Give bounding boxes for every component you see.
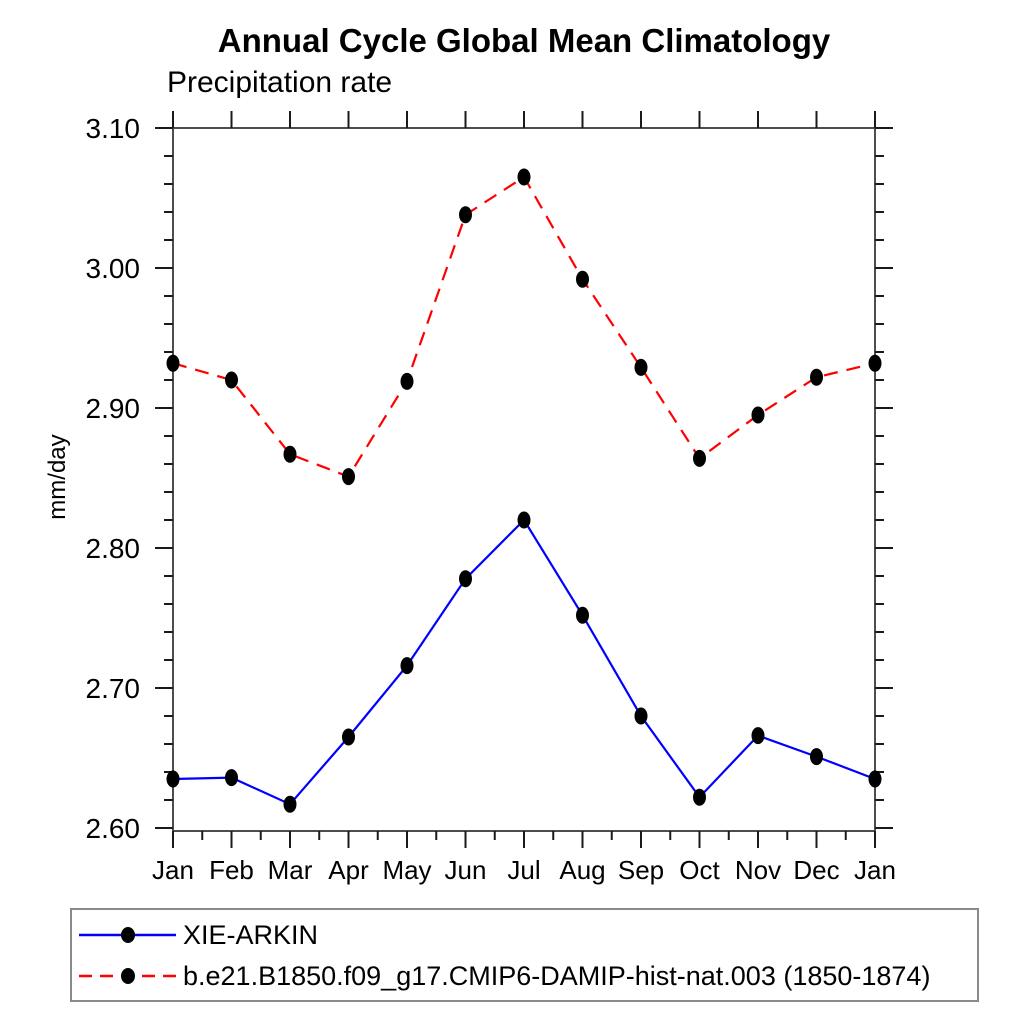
- chart-title: Annual Cycle Global Mean Climatology: [217, 22, 831, 59]
- x-tick-label: Mar: [268, 855, 313, 885]
- plot-frame: [172, 127, 876, 832]
- data-point-marker: [517, 168, 531, 186]
- data-point-marker: [868, 770, 882, 788]
- x-tick-label: Sep: [618, 855, 664, 885]
- x-tick-label: Jan: [854, 855, 896, 885]
- data-point-marker: [810, 368, 823, 386]
- data-point-marker: [400, 372, 414, 390]
- x-tick-label: Jan: [152, 855, 194, 885]
- y-tick-label: 2.90: [86, 393, 141, 424]
- x-tick-label: Oct: [679, 855, 720, 885]
- data-point-marker: [283, 445, 297, 463]
- y-tick-label: 3.10: [86, 113, 141, 144]
- data-point-marker: [459, 570, 472, 588]
- data-point-marker: [693, 449, 706, 467]
- x-tick-label: Jul: [507, 855, 540, 885]
- data-point-marker: [225, 371, 238, 389]
- legend-swatch-solid-line-icon: [79, 927, 176, 943]
- legend-item-model-run: b.e21.B1850.f09_g17.CMIP6-DAMIP-hist-nat…: [75, 960, 930, 992]
- x-tick-label: Apr: [328, 855, 369, 885]
- data-point-marker: [810, 748, 823, 766]
- y-tick-label: 2.80: [86, 533, 141, 564]
- data-point-marker: [342, 728, 355, 746]
- data-point-marker: [576, 270, 589, 288]
- x-tick-label: Jun: [445, 855, 487, 885]
- data-point-marker: [459, 206, 472, 224]
- chart-subtitle: Precipitation rate: [167, 66, 393, 99]
- x-tick-label: Aug: [559, 855, 605, 885]
- legend-label: XIE-ARKIN: [183, 919, 319, 950]
- legend-label: b.e21.B1850.f09_g17.CMIP6-DAMIP-hist-nat…: [183, 960, 931, 991]
- x-tick-label: Nov: [735, 855, 781, 885]
- data-point-marker: [693, 788, 706, 806]
- y-tick-label: 2.70: [86, 673, 141, 704]
- data-point-marker: [225, 769, 238, 787]
- data-point-marker: [166, 354, 180, 372]
- data-point-marker: [517, 511, 531, 529]
- data-point-marker: [166, 770, 180, 788]
- legend: XIE-ARKIN b.e21.B1850.f09_g17.CMIP6-DAMI…: [70, 908, 979, 1002]
- series-line-xie-arkin: [172, 518, 876, 806]
- data-point-marker: [751, 727, 765, 745]
- series-line-model-run: [172, 175, 876, 478]
- x-tick-label: May: [382, 855, 431, 885]
- y-tick-label: 2.60: [86, 813, 141, 844]
- x-tick-label: Feb: [209, 855, 254, 885]
- data-point-marker: [342, 468, 355, 486]
- x-tick-label: Dec: [793, 855, 839, 885]
- legend-swatch-dashed-line-icon: [79, 968, 176, 984]
- data-point-marker: [634, 707, 648, 725]
- data-point-marker: [576, 606, 589, 624]
- data-point-marker: [400, 657, 414, 675]
- data-point-marker: [868, 354, 882, 372]
- data-point-marker: [634, 358, 648, 376]
- y-tick-label: 3.00: [86, 253, 141, 284]
- data-point-marker: [751, 406, 765, 424]
- legend-item-xie-arkin: XIE-ARKIN: [75, 919, 318, 951]
- data-point-marker: [283, 795, 297, 813]
